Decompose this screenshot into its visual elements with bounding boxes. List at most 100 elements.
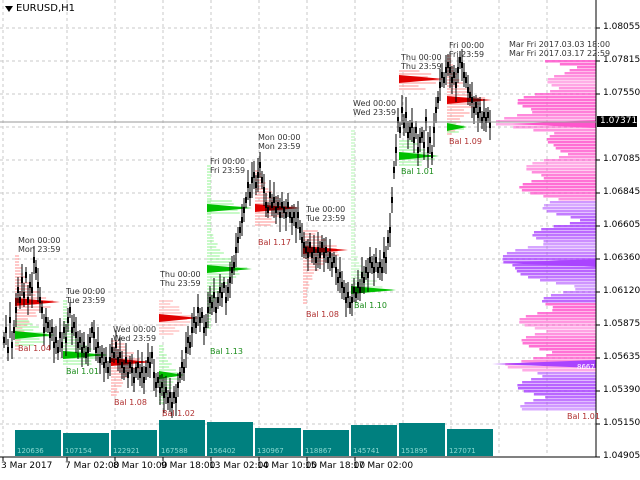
profile-row [351,244,355,246]
profile-row [527,246,596,249]
profile-row [15,318,28,320]
profile-row [159,366,170,368]
profile-poc [399,152,439,160]
profile-row [533,129,596,132]
profile-row [399,164,422,166]
profile-row [207,255,220,257]
profile-row [207,174,211,176]
profile-row [351,223,355,225]
session-time-label: Fri 00:00 Fri 23:59 [210,157,246,175]
profile-row [111,343,125,345]
profile-row [541,174,596,177]
candle-body [441,72,443,78]
candle-body [355,292,357,298]
profile-row [111,340,119,342]
candle-body [417,147,419,153]
candle-body [221,292,223,298]
price-tick-label: 1.04905 [603,451,640,461]
profile-row [447,94,472,96]
profile-row [207,171,211,173]
profile-row [351,187,355,189]
profile-row [556,213,596,216]
profile-row [303,233,316,235]
profile-row [159,399,164,401]
candle-body [71,327,73,333]
profile-row [63,330,75,332]
time-tick-label: 14 Mar 10:00 [257,461,318,471]
candle-body [465,77,467,83]
profile-row [207,321,211,323]
profile-row [207,309,212,311]
profile-row [558,87,596,90]
candle-body [401,107,403,113]
chart-axes [0,0,600,461]
profile-row [515,267,596,270]
candle-body [205,322,207,328]
candle-body [201,312,203,318]
volume-value: 107154 [65,447,92,455]
profile-row [63,303,67,305]
profile-row [399,149,426,151]
profile-row [207,195,211,197]
candle-body [403,122,405,128]
profile-row [351,268,360,270]
profile-row [533,393,596,396]
profile-row [303,263,324,265]
profile-row [546,138,596,141]
candle-body [433,127,435,133]
profile-row [303,266,316,268]
profile-row [207,200,232,202]
profile-row [207,252,224,254]
profile-row [540,279,596,282]
profile-row [351,214,355,216]
candle-body [279,212,281,218]
profile-row [447,112,470,114]
candle-body [485,117,487,123]
profile-row [255,218,272,220]
profile-row [255,224,271,226]
profile-row [207,315,211,317]
profile-row [63,318,68,320]
profile-row [207,276,237,278]
profile-row [520,405,596,408]
profile-row [351,136,355,138]
profile-row [111,346,126,348]
profile-row [351,229,355,231]
profile-row [207,297,216,299]
candle-body [49,332,51,338]
candle-body [423,142,425,148]
time-tick-label: 9 Mar 18:00 [161,461,216,471]
profile-row [351,193,355,195]
profile-row [546,210,596,213]
profile-poc-badge: 8667 [577,363,595,371]
session-profile [399,70,444,90]
profile-row [159,330,180,332]
profile-row [532,111,596,114]
candle-body [307,252,309,258]
profile-row [15,291,40,293]
profile-row [207,186,211,188]
profile-row [207,294,216,296]
candle-body [121,362,123,368]
profile-row [15,261,20,263]
candle-body [83,342,85,348]
candle-body [107,367,109,373]
profile-row [531,171,596,174]
profile-row [547,81,596,84]
candle-body [243,207,245,213]
candle-body [163,392,165,398]
candle-body [63,327,65,333]
session-profile [447,122,467,133]
candle-body [169,392,171,398]
profile-row [15,264,20,266]
volume-value: 167588 [161,447,188,455]
candle-body [225,297,227,303]
candle-body [127,372,129,378]
profile-row [533,399,596,402]
profile-row [15,306,51,308]
candle-body [461,62,463,68]
profile-row [255,182,266,184]
candle-body [317,247,319,253]
